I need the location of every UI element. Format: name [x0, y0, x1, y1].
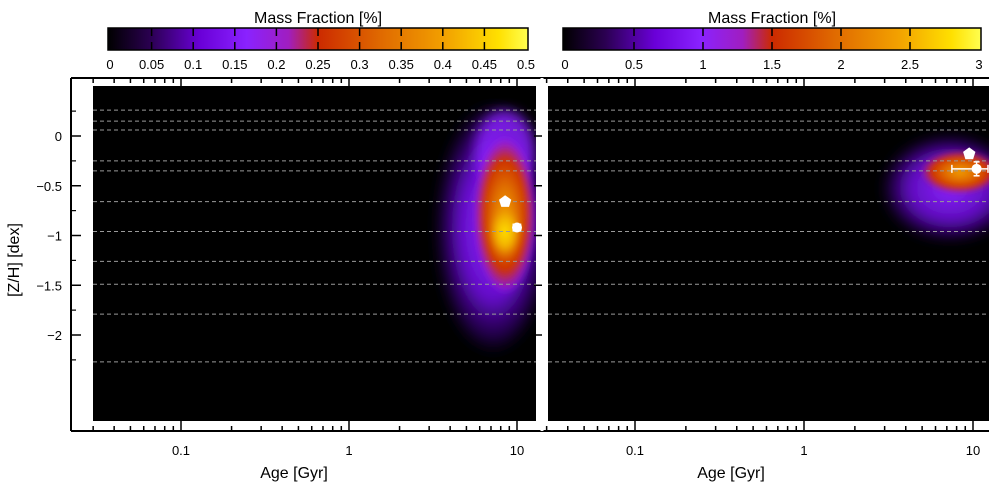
colorbar-left: Mass Fraction [%] 0 0.05 0.1 0.15 0.2 0.25 0.3… [106, 10, 535, 72]
markers-left [499, 195, 522, 233]
colorbar-tick-label: 0.4 [434, 57, 452, 72]
heatmap-left [433, 98, 536, 358]
panel-right [548, 86, 989, 421]
x-axis-label-right: Age [Gyr] [697, 465, 765, 482]
x-axis-label-left: Age [Gyr] [260, 465, 328, 482]
y-tick-label: −1 [47, 229, 62, 244]
marker-circle [512, 222, 522, 233]
y-axis-label: [Z/H] [dex] [6, 223, 23, 297]
x-tick-label: 1 [345, 443, 352, 458]
y-tick-label: −1.5 [36, 278, 62, 293]
colorbar-tick-label: 0.15 [222, 57, 247, 72]
colorbar-right-ticks: 0 0.5 1 1.5 2 2.5 3 [561, 28, 983, 72]
colorbar-tick-label: 0.45 [472, 57, 497, 72]
marker-circle [971, 163, 982, 174]
colorbar-left-label: Mass Fraction [%] [254, 10, 382, 27]
colorbar-right: Mass Fraction [%] 0 0.5 1 1.5 2 2.5 3 [561, 10, 982, 72]
marker-pentagon [499, 195, 512, 207]
colorbar-tick-label: 1 [699, 57, 706, 72]
colorbar-tick-label: 0.35 [389, 57, 414, 72]
colorbar-tick-label: 3 [975, 57, 982, 72]
colorbar-left-ticks: 0 0.05 0.1 0.15 0.2 0.25 0.3 0.35 0.4 0.45 0.5 [106, 28, 535, 72]
x-tick-label: 10 [966, 443, 980, 458]
colorbar-tick-label: 2.5 [901, 57, 919, 72]
panel-left [93, 86, 536, 421]
colorbar-tick-label: 0 [106, 57, 113, 72]
markers-right [951, 147, 989, 177]
colorbar-tick-label: 2 [837, 57, 844, 72]
y-tick-label: −0.5 [36, 179, 62, 194]
colorbar-tick-label: 0.2 [267, 57, 285, 72]
colorbar-tick-label: 0.1 [184, 57, 202, 72]
axis-ticks: 0.1 1 10 0.1 1 10 0 −0.5 −1 −1.5 −2 [36, 78, 980, 458]
colorbar-tick-label: 1.5 [763, 57, 781, 72]
panel-right-background [548, 86, 989, 421]
grid-left [93, 109, 536, 363]
x-tick-label: 1 [800, 443, 807, 458]
x-tick-label: 0.1 [626, 443, 644, 458]
y-tick-label: −2 [47, 328, 62, 343]
colorbar-tick-label: 0.25 [305, 57, 330, 72]
grid-right [548, 109, 989, 363]
colorbar-right-label: Mass Fraction [%] [708, 10, 836, 27]
colorbar-tick-label: 0 [561, 57, 568, 72]
marker-pentagon [963, 147, 976, 160]
x-tick-label: 10 [510, 443, 524, 458]
colorbar-tick-label: 0.5 [517, 57, 535, 72]
heatmap-left-core [487, 202, 523, 262]
colorbar-tick-label: 0.3 [351, 57, 369, 72]
y-tick-label: 0 [55, 129, 62, 144]
axes-frame [70, 77, 989, 432]
colorbar-tick-label: 0.05 [139, 57, 164, 72]
colorbar-tick-label: 0.5 [625, 57, 643, 72]
x-tick-label: 0.1 [172, 443, 190, 458]
